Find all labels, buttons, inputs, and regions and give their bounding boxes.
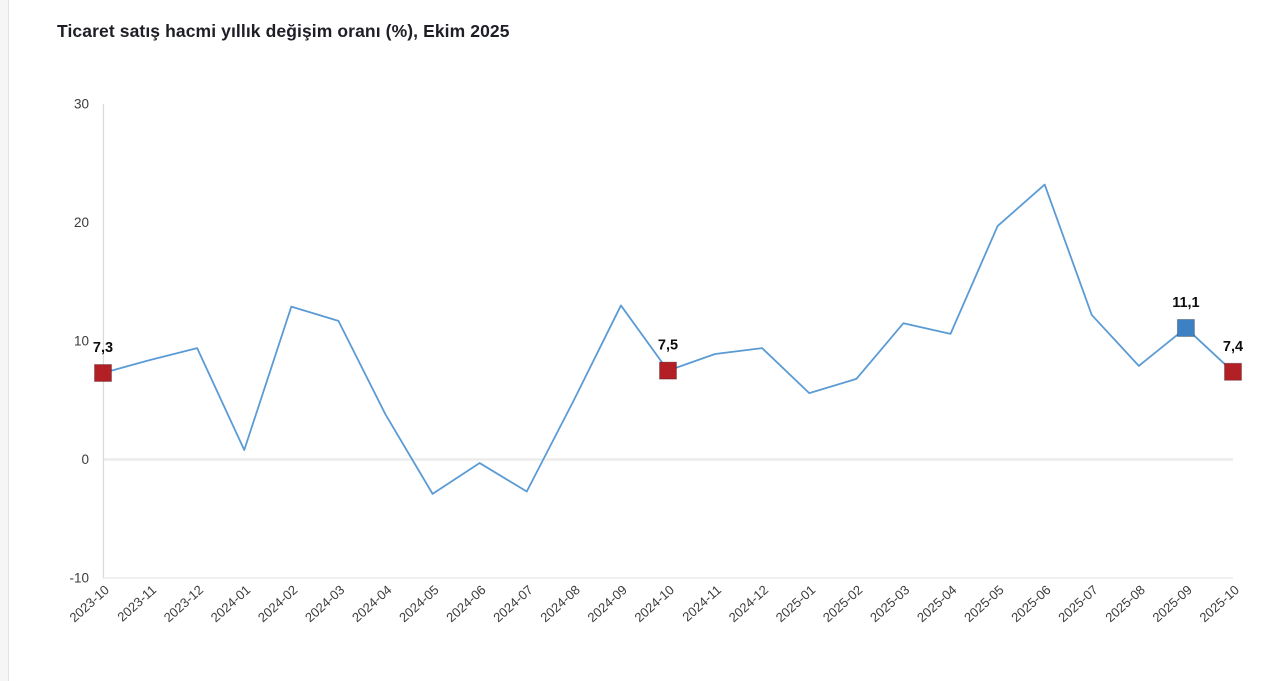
x-tick-label: 2025-08	[1102, 582, 1147, 625]
point-value-label: 7,5	[658, 338, 678, 354]
x-tick-label: 2025-04	[914, 582, 959, 625]
x-tick-label: 2023-10	[67, 582, 112, 625]
x-tick-label: 2023-12	[161, 582, 206, 625]
x-tick-label: 2025-05	[961, 582, 1006, 625]
point-value-label: 7,3	[93, 340, 113, 356]
x-tick-label: 2024-02	[255, 582, 300, 625]
highlight-marker-2025-10	[1224, 362, 1242, 381]
chart-title: Ticaret satış hacmi yıllık değişim oranı…	[57, 21, 510, 41]
highlight-marker-2024-10	[659, 361, 677, 380]
x-tick-label: 2024-11	[679, 582, 724, 624]
window-edge-strip	[0, 0, 9, 681]
y-tick-label: 30	[74, 97, 89, 112]
x-tick-label: 2025-06	[1008, 582, 1053, 625]
x-tick-label: 2024-04	[349, 582, 394, 625]
x-tick-label: 2024-10	[632, 582, 677, 625]
y-tick-label: 10	[74, 334, 89, 349]
x-tick-label: 2024-03	[302, 582, 347, 625]
x-tick-label: 2024-06	[443, 582, 488, 625]
x-tick-label: 2025-01	[773, 582, 818, 625]
point-value-label: 7,4	[1223, 339, 1243, 355]
highlight-marker-2025-09	[1176, 318, 1195, 337]
y-tick-label: 20	[74, 215, 89, 230]
point-value-label: 11,1	[1172, 295, 1199, 311]
x-tick-label: 2023-11	[114, 582, 159, 624]
x-tick-label: 2024-09	[584, 582, 629, 625]
x-tick-label: 2024-05	[396, 582, 441, 625]
y-tick-label: -10	[69, 571, 89, 586]
x-tick-label: 2024-07	[490, 582, 535, 625]
x-tick-label: 2024-12	[726, 582, 771, 625]
y-tick-label: 0	[81, 452, 89, 467]
x-tick-label: 2024-08	[537, 582, 582, 625]
x-tick-label: 2025-09	[1149, 582, 1194, 625]
x-tick-label: 2025-02	[820, 582, 865, 625]
x-tick-label: 2025-07	[1055, 582, 1100, 625]
x-tick-label: 2024-01	[208, 582, 253, 625]
x-tick-label: 2025-10	[1197, 582, 1242, 625]
x-tick-label: 2025-03	[867, 582, 912, 625]
highlight-marker-2023-10	[94, 363, 112, 382]
